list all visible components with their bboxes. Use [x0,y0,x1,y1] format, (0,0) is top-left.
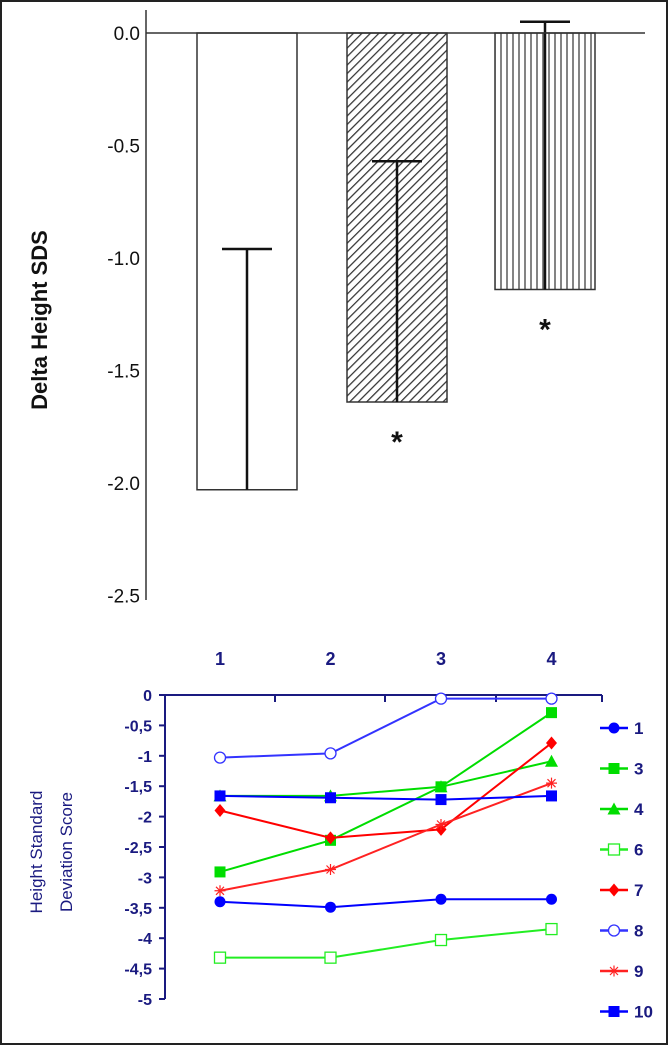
open-square-marker [545,922,558,936]
series-line [220,760,552,797]
square-marker [546,790,557,802]
line-chart: 0 -0,5 -1 -1,5 -2 -2,5 -3 -3,5 -4 -4,5 -5 1 2 3 4 1 3 4 6 7… [124,649,653,1022]
y-tick-label: -2.5 [107,587,140,608]
diamond-marker [546,736,557,750]
square-marker [435,794,447,806]
series-line [219,794,552,801]
legend-label: 6 [634,841,643,860]
y-tick-label: -1,5 [124,779,152,796]
open-square-marker [434,933,448,947]
open-circle-marker [434,692,448,705]
open-circle-marker [324,747,337,760]
legend-label: 9 [634,962,643,981]
open-circle-marker [213,751,227,764]
square-marker [214,866,226,878]
y-tick-label: -5 [138,992,152,1009]
bar-chart-y-axis-label: Delta Height SDS [27,230,52,410]
square-marker [608,1006,620,1017]
square-marker [214,790,226,802]
x-tick-label: 2 [325,649,335,669]
series-line [220,928,552,959]
legend-label: 1 [634,719,643,738]
y-tick-label: -3 [138,870,152,887]
y-tick-label: -0,5 [124,718,152,735]
significance-asterisk: * [539,314,551,347]
y-tick-label: -1 [138,749,152,766]
series-10 [214,790,557,806]
legend-item: 8 [600,922,643,941]
star-marker [546,777,557,789]
triangle-marker [434,780,448,793]
series-line [219,782,552,892]
square-marker [325,792,336,804]
series-line [219,898,552,909]
legend-item: 6 [600,841,643,860]
y-tick-label: -4,5 [124,962,152,979]
legend-item: 9 [600,962,643,981]
x-tick-label: 4 [546,649,556,669]
x-tick-label: 1 [215,649,225,669]
series-6 [213,922,558,964]
circle-marker [214,896,226,908]
series-8 [213,692,558,764]
series-line [219,742,553,839]
y-tick-label: -0.5 [107,137,140,158]
legend-label: 10 [634,1003,653,1022]
y-tick-label: 0 [143,688,152,705]
series-1 [214,893,557,913]
triangle-marker [545,754,558,767]
series-9 [214,777,557,897]
open-square-marker [607,843,621,856]
y-tick-label: -2,5 [124,840,152,857]
y-tick-label: 0.0 [114,24,140,45]
triangle-marker [607,802,621,815]
line-chart-y-axis-label-line2: Deviation Score [57,792,76,912]
y-tick-label: -1.0 [107,249,140,270]
open-circle-marker [545,692,558,705]
legend-item: 4 [600,800,644,819]
diamond-marker [325,831,336,845]
open-square-marker [324,951,337,964]
square-marker [546,707,557,719]
y-tick-label: -1.5 [107,362,140,383]
series-line [219,697,552,759]
star-marker [608,965,620,977]
open-circle-marker [607,924,621,937]
star-marker [435,819,447,831]
star-marker [214,885,226,897]
y-tick-label: -4 [138,931,152,948]
star-marker [325,863,336,875]
y-tick-label: -2.0 [107,474,140,495]
y-tick-label: -2 [138,810,152,827]
circle-marker [608,722,620,734]
y-tick-label: -3,5 [124,901,152,918]
diamond-marker [608,883,620,897]
legend-item: 3 [600,760,643,779]
significance-asterisk: * [391,426,403,459]
legend-item: 1 [600,719,643,738]
line-chart-y-axis-label-line1: Height Standard [27,791,46,914]
square-marker [608,763,620,774]
legend-label: 7 [634,881,643,900]
diamond-marker [214,804,226,818]
legend-item: 10 [600,1003,653,1022]
legend-label: 8 [634,922,643,941]
legend-label: 3 [634,760,643,779]
series-line [219,711,553,873]
circle-marker [325,901,336,913]
circle-marker [546,893,557,905]
open-square-marker [213,951,227,964]
circle-marker [435,893,447,905]
series-7 [214,736,557,845]
legend-label: 4 [634,800,644,819]
bar-chart: 0.0 -0.5 -1.0 -1.5 -2.0 -2.5 * * [107,10,645,608]
legend-item: 7 [600,881,643,900]
x-tick-label: 3 [436,649,446,669]
